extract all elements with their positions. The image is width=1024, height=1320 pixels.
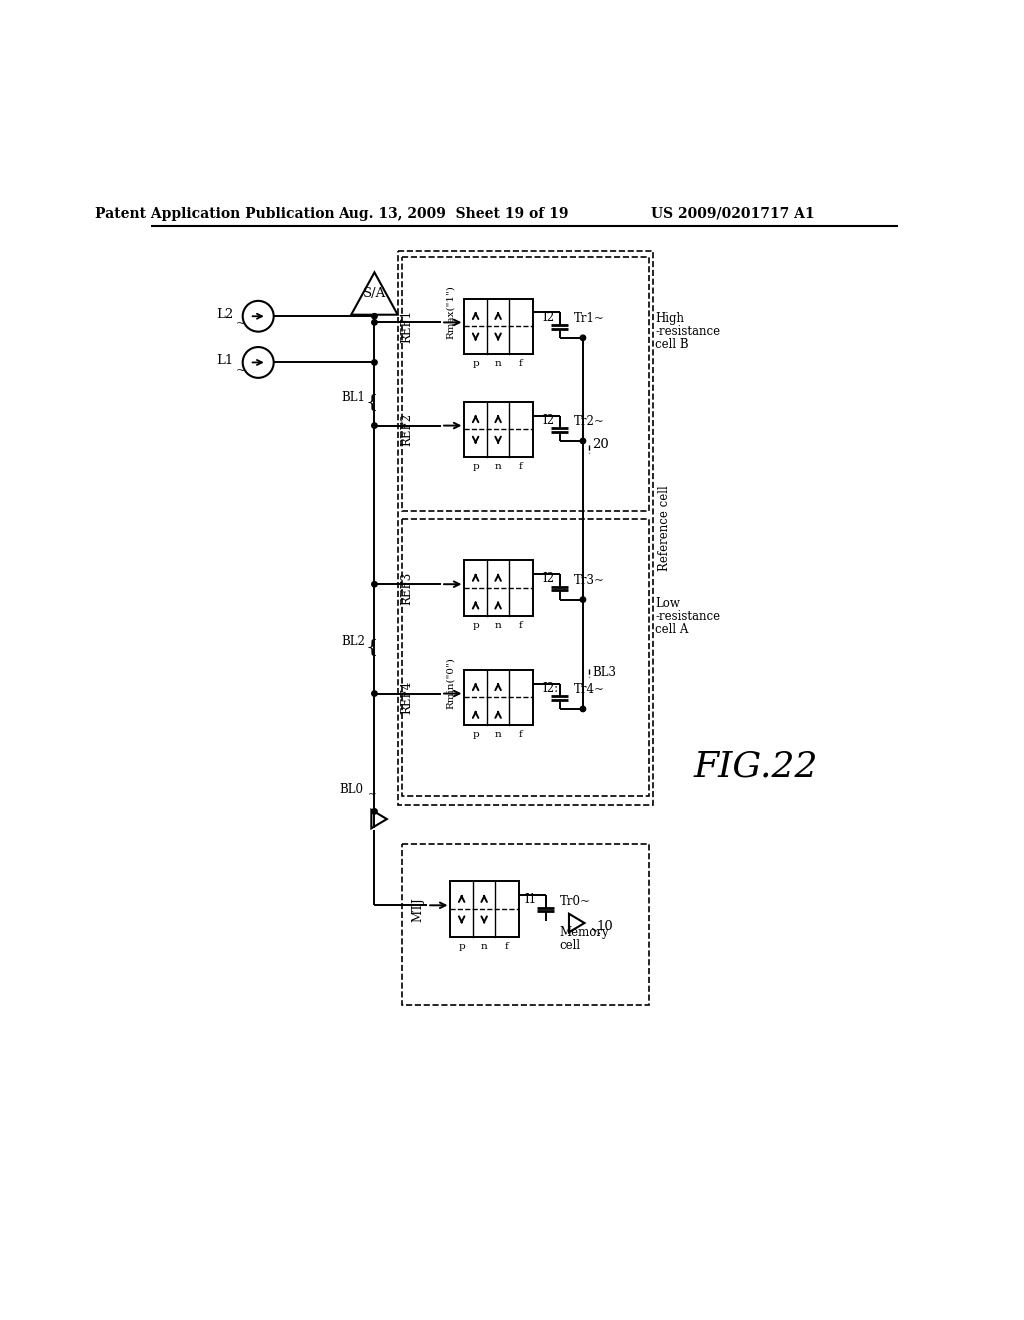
Circle shape <box>372 319 377 325</box>
Text: {: { <box>366 638 378 656</box>
Text: S/A: S/A <box>362 288 386 301</box>
Text: Tr0~: Tr0~ <box>560 895 591 908</box>
Text: f: f <box>519 730 523 739</box>
Text: Rmax("1"): Rmax("1") <box>445 285 455 339</box>
Circle shape <box>581 438 586 444</box>
Text: Low: Low <box>655 597 680 610</box>
Circle shape <box>372 582 377 587</box>
Bar <box>464 560 532 615</box>
Circle shape <box>581 706 586 711</box>
Text: p: p <box>472 359 479 368</box>
Text: Tr2~: Tr2~ <box>573 416 604 428</box>
Text: I2: I2 <box>542 413 554 426</box>
Text: ~: ~ <box>237 363 246 376</box>
Text: Tr4~: Tr4~ <box>573 684 604 696</box>
Text: Memory: Memory <box>560 925 609 939</box>
Text: 20: 20 <box>592 438 609 451</box>
Text: cell A: cell A <box>655 623 688 636</box>
Text: -resistance: -resistance <box>655 325 720 338</box>
Bar <box>464 298 532 354</box>
Text: n: n <box>495 359 502 368</box>
Text: f: f <box>519 359 523 368</box>
Bar <box>451 882 518 937</box>
Text: ~: ~ <box>368 789 377 799</box>
Bar <box>402 843 649 1006</box>
Circle shape <box>372 809 377 814</box>
Circle shape <box>372 690 377 696</box>
Text: Patent Application Publication: Patent Application Publication <box>95 207 335 220</box>
Text: -resistance: -resistance <box>655 610 720 623</box>
Circle shape <box>581 597 586 602</box>
Text: FIG.22: FIG.22 <box>693 750 818 784</box>
Circle shape <box>581 335 586 341</box>
Bar <box>464 669 532 725</box>
Text: REF4: REF4 <box>400 681 414 714</box>
Circle shape <box>372 314 377 319</box>
Text: Aug. 13, 2009  Sheet 19 of 19: Aug. 13, 2009 Sheet 19 of 19 <box>338 207 568 220</box>
Circle shape <box>372 422 377 428</box>
Text: Tr1~: Tr1~ <box>573 312 604 325</box>
Text: {: { <box>366 393 378 411</box>
Text: REF1: REF1 <box>400 310 414 343</box>
Text: p: p <box>472 462 479 471</box>
Text: p: p <box>472 730 479 739</box>
Text: n: n <box>495 462 502 471</box>
Text: BL0: BL0 <box>340 783 364 796</box>
Text: BL3: BL3 <box>592 667 616 680</box>
Text: f: f <box>505 941 509 950</box>
Text: I1: I1 <box>524 894 537 907</box>
Text: n: n <box>495 620 502 630</box>
Text: 10: 10 <box>596 920 612 933</box>
Text: p: p <box>472 620 479 630</box>
Text: Reference cell: Reference cell <box>657 486 671 570</box>
Text: I2: I2 <box>542 573 554 585</box>
Text: n: n <box>495 730 502 739</box>
Text: L1: L1 <box>216 354 233 367</box>
Text: n: n <box>481 941 487 950</box>
Text: REF3: REF3 <box>400 572 414 605</box>
Text: Tr3~: Tr3~ <box>573 574 604 587</box>
Text: I2:: I2: <box>542 681 558 694</box>
Text: p: p <box>459 941 465 950</box>
Bar <box>402 257 649 511</box>
Circle shape <box>372 360 377 366</box>
Bar <box>397 251 653 805</box>
Text: L2: L2 <box>216 308 233 321</box>
Text: cell B: cell B <box>655 338 688 351</box>
Text: BL1: BL1 <box>341 391 366 404</box>
Text: cell: cell <box>560 939 581 952</box>
Text: US 2009/0201717 A1: US 2009/0201717 A1 <box>650 207 814 220</box>
Text: High: High <box>655 312 684 325</box>
Bar <box>464 401 532 457</box>
Text: MTJ: MTJ <box>412 896 424 921</box>
Text: f: f <box>519 462 523 471</box>
Text: ~: ~ <box>237 317 246 330</box>
Text: REF2: REF2 <box>400 413 414 446</box>
Text: I2: I2 <box>542 310 554 323</box>
Text: BL2: BL2 <box>341 635 366 648</box>
Text: f: f <box>519 620 523 630</box>
Text: Rmin("0"): Rmin("0") <box>445 657 455 709</box>
Bar <box>402 519 649 796</box>
